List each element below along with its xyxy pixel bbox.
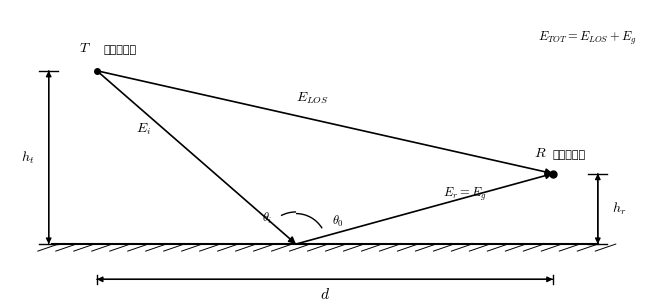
Text: $E_i$: $E_i$ — [136, 121, 151, 137]
Text: $E_{TOT}= E_{LOS} + E_g$: $E_{TOT}= E_{LOS} + E_g$ — [538, 30, 636, 47]
Text: $E_r = E_g$: $E_r = E_g$ — [443, 186, 486, 203]
Text: $\theta_0$: $\theta_0$ — [332, 214, 344, 230]
Text: $T$: $T$ — [78, 41, 90, 54]
Text: $d$: $d$ — [320, 287, 330, 302]
Text: $E_{LOS}$: $E_{LOS}$ — [296, 91, 328, 106]
Text: （发射机）: （发射机） — [103, 45, 136, 54]
Text: $R$: $R$ — [534, 146, 547, 160]
Text: $h_r$: $h_r$ — [612, 201, 626, 217]
Text: $\theta_i$: $\theta_i$ — [262, 211, 272, 226]
Text: $h_t$: $h_t$ — [21, 149, 35, 166]
Text: （接收机）: （接收机） — [553, 150, 586, 160]
